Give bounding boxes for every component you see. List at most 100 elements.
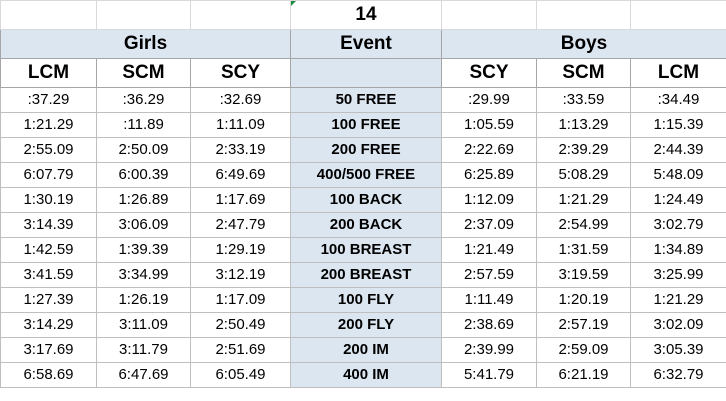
girls-scy-cell[interactable]: 1:11.09 (190, 112, 291, 138)
boys-scy-cell[interactable]: 2:37.09 (441, 212, 537, 238)
event-column-header[interactable] (290, 58, 442, 88)
boys-lcm-cell[interactable]: 1:34.89 (630, 237, 726, 263)
event-name-cell[interactable]: 100 FLY (290, 287, 442, 313)
boys-scm-cell[interactable]: 1:21.29 (536, 187, 631, 213)
girls-scy-cell[interactable]: 1:17.09 (190, 287, 291, 313)
boys-scm-cell[interactable]: 2:57.19 (536, 312, 631, 338)
girls-lcm-cell[interactable]: 3:17.69 (0, 337, 97, 363)
boys-lcm-cell[interactable]: 3:05.39 (630, 337, 726, 363)
boys-scm-cell[interactable]: 1:20.19 (536, 287, 631, 313)
girls-lcm-cell[interactable]: 6:07.79 (0, 162, 97, 188)
boys-scy-cell[interactable]: 2:38.69 (441, 312, 537, 338)
event-name-cell[interactable]: 400 IM (290, 362, 442, 388)
girls-scm-cell[interactable]: 3:06.09 (96, 212, 191, 238)
boys-lcm-cell[interactable]: 1:21.29 (630, 287, 726, 313)
girls-scy-cell[interactable]: 6:05.49 (190, 362, 291, 388)
event-name-cell[interactable]: 200 FREE (290, 137, 442, 163)
event-name-cell[interactable]: 200 IM (290, 337, 442, 363)
girls-lcm-cell[interactable]: 6:58.69 (0, 362, 97, 388)
event-header[interactable]: Event (290, 29, 442, 59)
boys-scm-cell[interactable]: 5:08.29 (536, 162, 631, 188)
girls-scy-cell[interactable]: 2:50.49 (190, 312, 291, 338)
boys-header[interactable]: Boys (441, 29, 726, 59)
girls-lcm-cell[interactable]: 3:14.29 (0, 312, 97, 338)
boys-scy-cell[interactable]: 1:12.09 (441, 187, 537, 213)
boys-scm-cell[interactable]: 3:19.59 (536, 262, 631, 288)
girls-scm-header[interactable]: SCM (96, 58, 191, 88)
boys-lcm-cell[interactable]: 5:48.09 (630, 162, 726, 188)
boys-lcm-cell[interactable]: 3:25.99 (630, 262, 726, 288)
boys-scy-cell[interactable]: :29.99 (441, 87, 537, 113)
event-name-cell[interactable]: 100 BREAST (290, 237, 442, 263)
boys-scy-cell[interactable]: 1:21.49 (441, 237, 537, 263)
event-name-cell[interactable]: 200 FLY (290, 312, 442, 338)
boys-scm-cell[interactable]: :33.59 (536, 87, 631, 113)
boys-scm-cell[interactable]: 6:21.19 (536, 362, 631, 388)
girls-lcm-cell[interactable]: 2:55.09 (0, 137, 97, 163)
boys-lcm-cell[interactable]: 6:32.79 (630, 362, 726, 388)
girls-lcm-cell[interactable]: :37.29 (0, 87, 97, 113)
boys-scy-header[interactable]: SCY (441, 58, 537, 88)
girls-scm-cell[interactable]: 1:39.39 (96, 237, 191, 263)
event-name-cell[interactable]: 100 BACK (290, 187, 442, 213)
girls-lcm-cell[interactable]: 1:21.29 (0, 112, 97, 138)
girls-scy-cell[interactable]: 2:51.69 (190, 337, 291, 363)
boys-scm-cell[interactable]: 2:59.09 (536, 337, 631, 363)
girls-scm-cell[interactable]: 6:00.39 (96, 162, 191, 188)
girls-scm-cell[interactable]: 1:26.19 (96, 287, 191, 313)
event-name-cell[interactable]: 400/500 FREE (290, 162, 442, 188)
girls-header[interactable]: Girls (0, 29, 291, 59)
boys-scy-cell[interactable]: 2:39.99 (441, 337, 537, 363)
girls-scy-header[interactable]: SCY (190, 58, 291, 88)
boys-scy-cell[interactable]: 1:05.59 (441, 112, 537, 138)
girls-scy-cell[interactable]: 1:17.69 (190, 187, 291, 213)
girls-lcm-cell[interactable]: 1:27.39 (0, 287, 97, 313)
cell[interactable] (536, 0, 631, 30)
event-name-cell[interactable]: 200 BACK (290, 212, 442, 238)
cell[interactable] (190, 0, 291, 30)
girls-scy-cell[interactable]: 1:29.19 (190, 237, 291, 263)
cell[interactable] (0, 0, 97, 30)
age-group-title[interactable]: 14 (290, 0, 442, 30)
girls-scy-cell[interactable]: 2:47.79 (190, 212, 291, 238)
boys-scy-cell[interactable]: 2:22.69 (441, 137, 537, 163)
girls-lcm-cell[interactable]: 3:14.39 (0, 212, 97, 238)
girls-lcm-cell[interactable]: 3:41.59 (0, 262, 97, 288)
boys-scm-header[interactable]: SCM (536, 58, 631, 88)
girls-scy-cell[interactable]: 3:12.19 (190, 262, 291, 288)
event-name-cell[interactable]: 200 BREAST (290, 262, 442, 288)
cell[interactable] (96, 0, 191, 30)
boys-scm-cell[interactable]: 2:54.99 (536, 212, 631, 238)
boys-scm-cell[interactable]: 1:13.29 (536, 112, 631, 138)
girls-scm-cell[interactable]: 6:47.69 (96, 362, 191, 388)
girls-scm-cell[interactable]: 1:26.89 (96, 187, 191, 213)
boys-scy-cell[interactable]: 2:57.59 (441, 262, 537, 288)
boys-scy-cell[interactable]: 5:41.79 (441, 362, 537, 388)
boys-lcm-cell[interactable]: 1:15.39 (630, 112, 726, 138)
boys-lcm-cell[interactable]: 1:24.49 (630, 187, 726, 213)
boys-lcm-header[interactable]: LCM (630, 58, 726, 88)
girls-scy-cell[interactable]: 2:33.19 (190, 137, 291, 163)
boys-scy-cell[interactable]: 1:11.49 (441, 287, 537, 313)
girls-lcm-cell[interactable]: 1:30.19 (0, 187, 97, 213)
girls-lcm-cell[interactable]: 1:42.59 (0, 237, 97, 263)
girls-scm-cell[interactable]: 3:11.09 (96, 312, 191, 338)
girls-scm-cell[interactable]: :11.89 (96, 112, 191, 138)
boys-lcm-cell[interactable]: 2:44.39 (630, 137, 726, 163)
girls-lcm-header[interactable]: LCM (0, 58, 97, 88)
boys-scm-cell[interactable]: 2:39.29 (536, 137, 631, 163)
boys-lcm-cell[interactable]: :34.49 (630, 87, 726, 113)
event-name-cell[interactable]: 100 FREE (290, 112, 442, 138)
girls-scm-cell[interactable]: 3:34.99 (96, 262, 191, 288)
cell[interactable] (630, 0, 726, 30)
girls-scm-cell[interactable]: 3:11.79 (96, 337, 191, 363)
boys-lcm-cell[interactable]: 3:02.09 (630, 312, 726, 338)
boys-scy-cell[interactable]: 6:25.89 (441, 162, 537, 188)
boys-lcm-cell[interactable]: 3:02.79 (630, 212, 726, 238)
boys-scm-cell[interactable]: 1:31.59 (536, 237, 631, 263)
girls-scm-cell[interactable]: :36.29 (96, 87, 191, 113)
event-name-cell[interactable]: 50 FREE (290, 87, 442, 113)
girls-scm-cell[interactable]: 2:50.09 (96, 137, 191, 163)
girls-scy-cell[interactable]: :32.69 (190, 87, 291, 113)
cell[interactable] (441, 0, 537, 30)
